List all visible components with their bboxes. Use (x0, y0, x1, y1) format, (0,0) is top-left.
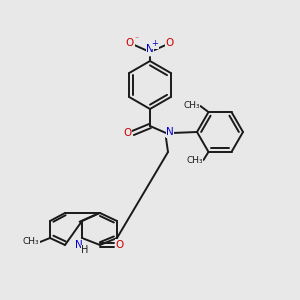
Text: CH₃: CH₃ (186, 156, 203, 165)
Text: N: N (146, 44, 154, 54)
Text: O: O (116, 240, 124, 250)
Text: H: H (81, 245, 89, 255)
Text: CH₃: CH₃ (23, 238, 39, 247)
Text: N: N (75, 240, 83, 250)
Text: O: O (166, 38, 174, 48)
Text: CH₃: CH₃ (183, 100, 200, 109)
Text: ⁻: ⁻ (135, 34, 139, 43)
Text: O: O (123, 128, 131, 138)
Text: O: O (126, 38, 134, 48)
Text: +: + (152, 40, 158, 49)
Text: N: N (166, 127, 174, 137)
